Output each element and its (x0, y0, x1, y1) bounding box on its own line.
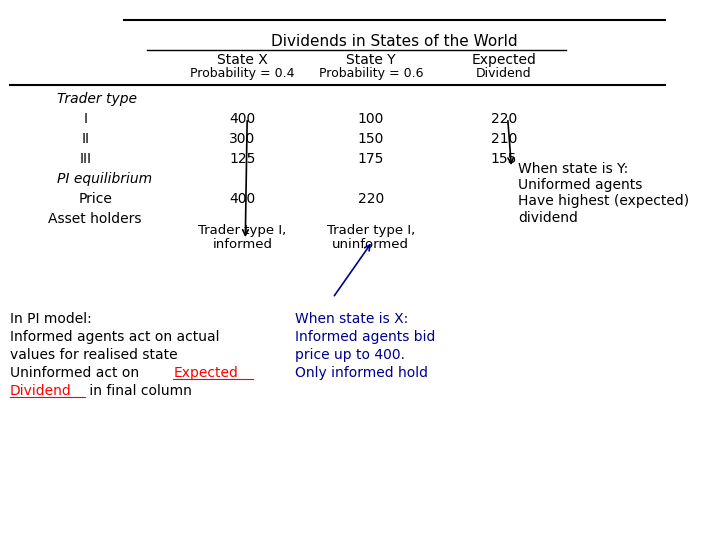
Text: 400: 400 (229, 192, 256, 206)
Text: Trader type I,: Trader type I, (327, 224, 415, 237)
Text: In PI model:: In PI model: (9, 312, 91, 326)
Text: 155: 155 (491, 152, 517, 166)
Text: III: III (80, 152, 91, 166)
Text: informed: informed (212, 238, 272, 251)
Text: values for realised state: values for realised state (9, 348, 177, 362)
Text: 220: 220 (358, 192, 384, 206)
Text: I: I (84, 112, 88, 126)
Text: Dividends in States of the World: Dividends in States of the World (271, 34, 518, 49)
Text: 175: 175 (358, 152, 384, 166)
Text: Asset holders: Asset holders (48, 212, 142, 226)
Text: 125: 125 (229, 152, 256, 166)
Text: Expected: Expected (174, 366, 238, 380)
Text: Probability = 0.4: Probability = 0.4 (190, 67, 294, 80)
Text: Price: Price (78, 192, 112, 206)
Text: Trader type: Trader type (57, 92, 137, 106)
Text: 220: 220 (491, 112, 517, 126)
Text: 300: 300 (229, 132, 256, 146)
Text: State X: State X (217, 53, 268, 67)
Text: Expected: Expected (472, 53, 536, 67)
Text: uninformed: uninformed (332, 238, 409, 251)
Text: When state is X:: When state is X: (294, 312, 408, 326)
Text: 100: 100 (358, 112, 384, 126)
Text: Informed agents bid: Informed agents bid (294, 330, 435, 344)
Text: Dividend: Dividend (9, 384, 71, 398)
Text: 150: 150 (358, 132, 384, 146)
Text: 210: 210 (491, 132, 517, 146)
Text: State Y: State Y (346, 53, 395, 67)
Text: 400: 400 (229, 112, 256, 126)
Text: in final column: in final column (85, 384, 192, 398)
Text: Uninformed act on: Uninformed act on (9, 366, 143, 380)
Text: Trader type I,: Trader type I, (198, 224, 287, 237)
Text: When state is Y:
Uniformed agents
Have highest (expected)
dividend: When state is Y: Uniformed agents Have h… (518, 162, 689, 225)
Text: Probability = 0.6: Probability = 0.6 (318, 67, 423, 80)
Text: II: II (81, 132, 89, 146)
Text: Informed agents act on actual: Informed agents act on actual (9, 330, 219, 344)
Text: price up to 400.: price up to 400. (294, 348, 405, 362)
Text: Dividend: Dividend (476, 67, 531, 80)
Text: PI equilibrium: PI equilibrium (57, 172, 152, 186)
Text: Only informed hold: Only informed hold (294, 366, 428, 380)
